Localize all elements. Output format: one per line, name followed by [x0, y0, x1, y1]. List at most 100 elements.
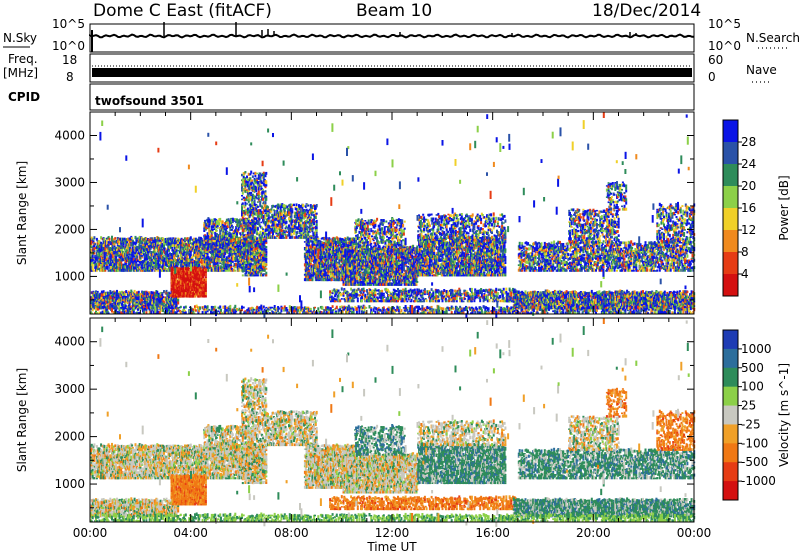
rti-cell: [107, 269, 110, 272]
rti-cell: [142, 245, 145, 249]
rti-cell: [159, 266, 162, 268]
rti-cell: [102, 299, 105, 302]
rti-cell: [171, 269, 174, 272]
rti-cell: [157, 241, 160, 245]
rti-cell: [158, 264, 161, 268]
rti-cell: [106, 253, 109, 256]
rti-cell: [138, 235, 141, 240]
rti-cell: [290, 232, 293, 236]
rti-cell: [191, 258, 194, 261]
rti-cell: [206, 252, 209, 256]
rti-cell: [90, 244, 92, 248]
rti-cell: [236, 244, 238, 248]
rti-cell: [111, 235, 113, 239]
rti-cell: [138, 266, 141, 269]
rti-cell: [225, 269, 228, 272]
rti-cell: [147, 241, 149, 243]
rti-cell: [239, 255, 242, 257]
rti-cell: [217, 264, 220, 267]
rti-cell: [158, 294, 161, 298]
rti-cell: [226, 270, 229, 272]
rti-cell: [141, 264, 144, 267]
rti-cell: [222, 270, 225, 272]
rti-cell: [129, 298, 132, 302]
rti-cell: [175, 303, 178, 307]
rti-cell: [211, 246, 214, 248]
rti-cell: [92, 297, 95, 299]
rti-cell: [221, 220, 224, 224]
rti-cell: [250, 240, 253, 243]
rti-cell: [136, 300, 139, 302]
rti-cell: [110, 299, 113, 301]
rti-cell: [166, 250, 169, 254]
rti-cell: [177, 244, 180, 246]
rti-cell: [228, 257, 231, 259]
freq-panel-frame: [89, 53, 695, 83]
rti-cell: [158, 259, 161, 261]
rti-cell: [260, 221, 263, 224]
nave-tick-top: 60: [708, 53, 723, 67]
rti-cell: [163, 302, 165, 305]
rti-cell: [237, 227, 240, 231]
rti-cell: [140, 270, 143, 272]
rti-cell: [182, 294, 185, 298]
rti-cell: [163, 249, 165, 253]
rti-cell: [136, 301, 139, 304]
rti-cell: [180, 237, 183, 240]
rti-cell: [232, 252, 235, 255]
rti-cell: [113, 240, 116, 243]
rti-cell: [163, 300, 165, 303]
rti-cell: [110, 262, 113, 266]
rti-cell: [108, 237, 111, 241]
rti-cell: [113, 242, 116, 246]
rti-cell: [116, 248, 118, 252]
rti-cell: [131, 253, 134, 255]
rti-cell: [273, 227, 276, 231]
rti-cells-0: [90, 112, 696, 319]
rti-cell: [230, 269, 233, 272]
rti-cell: [96, 292, 99, 296]
rti-cell: [228, 268, 231, 272]
rti-cell: [100, 269, 103, 272]
noise-left-tick-bottom: 10^0: [52, 39, 85, 53]
rti-cell: [113, 252, 116, 255]
rti-cell: [265, 184, 268, 187]
rti-cell: [124, 268, 127, 272]
rti-cell: [245, 225, 248, 228]
rti-cell: [201, 239, 204, 242]
rti-cell: [233, 265, 236, 267]
rti-cell: [230, 267, 233, 271]
rti-cell: [191, 256, 194, 259]
rti-cell: [130, 269, 133, 272]
rti-cell: [174, 244, 177, 247]
rti-cell: [124, 292, 127, 296]
rti-cell: [141, 256, 144, 259]
rti-cell: [221, 238, 224, 240]
rti-cell: [256, 251, 259, 255]
rti-cell: [175, 255, 178, 258]
rti-cell: [233, 266, 236, 269]
rti-cell: [204, 271, 207, 273]
rti-cell: [121, 259, 123, 262]
rti-cell: [171, 266, 174, 270]
rti-cell: [172, 237, 175, 240]
rti-cell: [130, 240, 133, 243]
rti-cell: [262, 260, 265, 263]
rti-cell: [136, 239, 139, 243]
rti-cell: [116, 252, 119, 254]
rti-cell: [177, 258, 180, 262]
rti-cell: [168, 298, 171, 301]
rti-cell: [144, 304, 147, 308]
rti-cell: [267, 214, 270, 217]
rti-cell: [159, 291, 162, 295]
rti-cell: [101, 262, 104, 266]
rti-cell: [141, 241, 144, 245]
rti-cell: [230, 228, 233, 231]
nave-tick-bottom: 0: [708, 70, 716, 84]
rti-cell: [210, 261, 212, 264]
rti-cell: [256, 172, 259, 175]
rti-cell: [203, 257, 206, 261]
rti-cell: [131, 297, 134, 299]
rti-cell: [172, 255, 175, 258]
rti-cell: [237, 262, 240, 266]
